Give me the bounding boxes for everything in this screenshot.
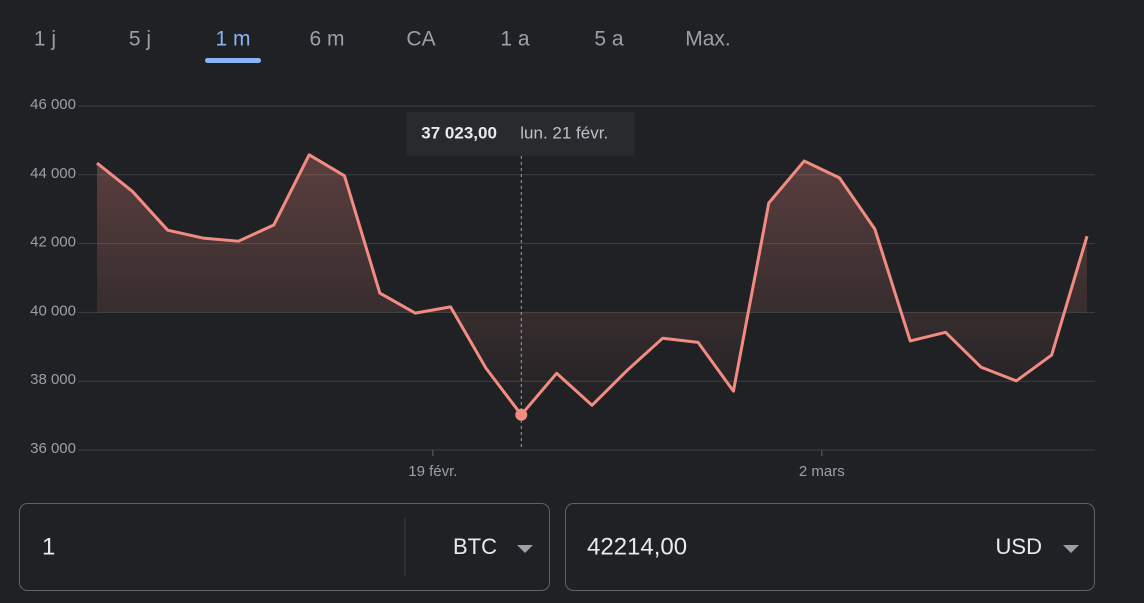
amount[interactable]: 1 — [42, 533, 55, 560]
hover-point — [515, 408, 528, 421]
chart: 36 000 38 000 40 000 42 000 44 000 46 000 19 f… — [30, 96, 1095, 480]
dropdown-arrow[interactable] — [1063, 545, 1079, 553]
tab[interactable]: 6 m — [309, 28, 344, 51]
tab[interactable]: 1 m — [215, 28, 250, 51]
tab[interactable]: 1 a — [500, 28, 530, 51]
currency[interactable]: BTC — [453, 534, 497, 559]
tab[interactable]: Max. — [685, 28, 731, 51]
price-line — [96, 153, 1089, 417]
y-tick-label: 40 000 — [30, 302, 76, 319]
tab[interactable]: 5 j — [129, 28, 151, 51]
tab[interactable]: CA — [406, 28, 435, 51]
tab[interactable]: 5 a — [594, 28, 624, 51]
y-tick-label: 46 000 — [30, 96, 76, 113]
dropdown-arrow[interactable] — [517, 545, 533, 553]
x-tick-label: 19 févr. — [408, 463, 457, 480]
amount[interactable]: 42214,00 — [587, 533, 687, 560]
input-box[interactable] — [19, 503, 550, 591]
tab-indicator — [205, 58, 261, 63]
tabs: 1 j 5 j 1 m 6 m CA 1 a 5 a Max. — [34, 28, 731, 63]
y-tick-label: 44 000 — [30, 165, 76, 182]
area-fill — [97, 154, 1087, 415]
input-box[interactable] — [565, 503, 1095, 591]
converter-from[interactable]: 1 BTC — [19, 503, 550, 591]
y-tick-label: 38 000 — [30, 371, 76, 388]
x-tick-label: 2 mars — [799, 463, 845, 480]
y-tick-label: 36 000 — [30, 440, 76, 457]
y-tick-label: 42 000 — [30, 234, 76, 251]
converter-to[interactable]: 42214,00 USD — [565, 503, 1095, 591]
currency[interactable]: USD — [996, 534, 1042, 559]
tab[interactable]: 1 j — [34, 28, 56, 51]
tooltip-date: lun. 21 févr. — [520, 123, 608, 142]
tooltip-box — [406, 112, 635, 156]
tooltip-value: 37 023,00 — [421, 123, 497, 142]
